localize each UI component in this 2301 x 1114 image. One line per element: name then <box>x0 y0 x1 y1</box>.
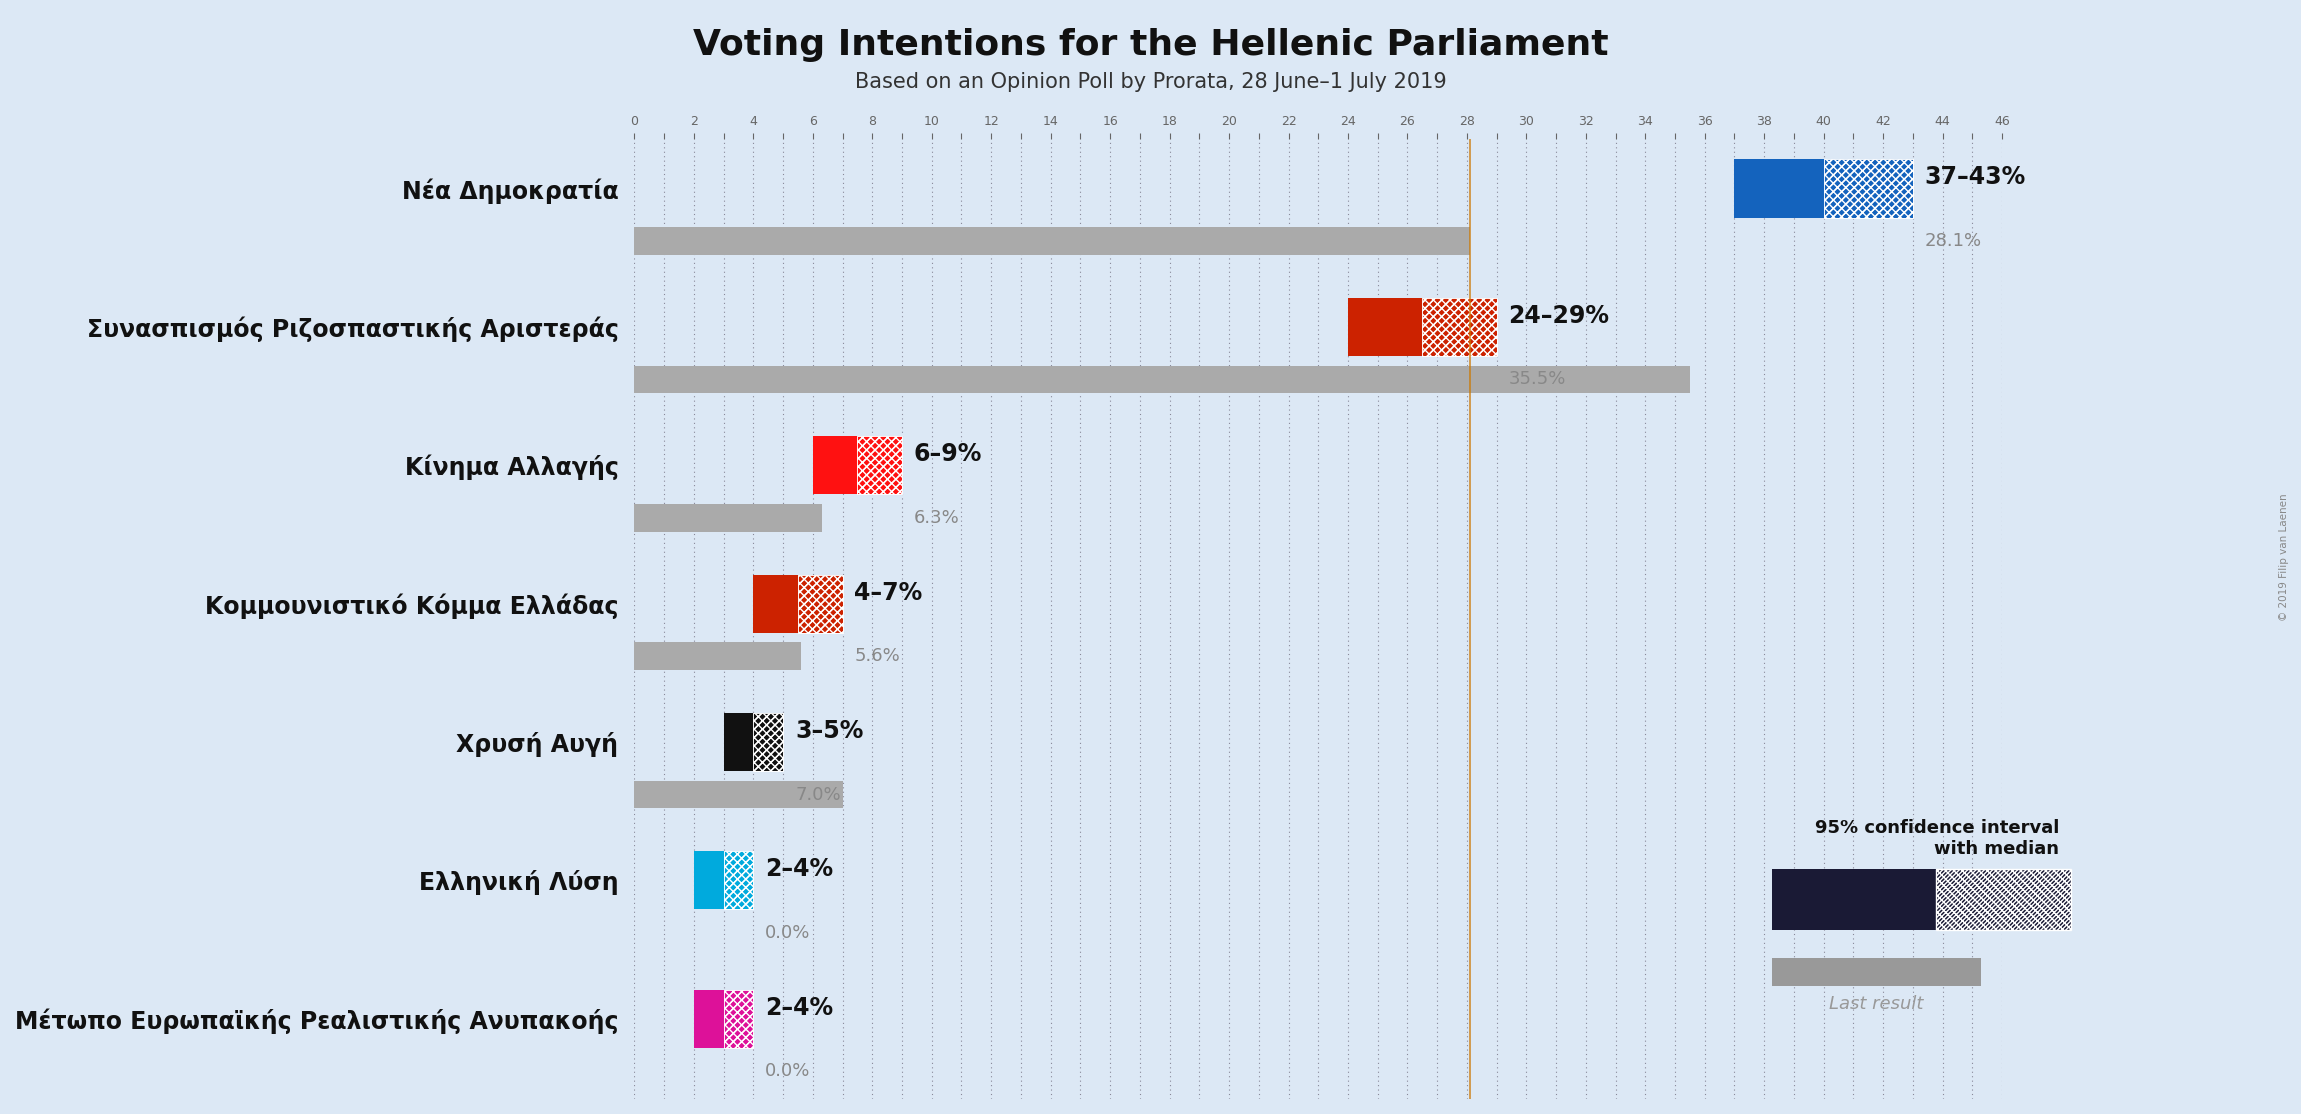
Text: 4–7%: 4–7% <box>854 580 923 605</box>
Bar <box>695 851 723 909</box>
Bar <box>1735 159 1825 217</box>
Bar <box>752 713 782 771</box>
Bar <box>1422 297 1496 356</box>
Text: Voting Intentions for the Hellenic Parliament: Voting Intentions for the Hellenic Parli… <box>693 28 1608 62</box>
Bar <box>752 713 782 771</box>
Bar <box>1348 297 1422 356</box>
Bar <box>1825 159 1912 217</box>
Bar <box>1825 159 1912 217</box>
Bar <box>1422 297 1496 356</box>
Bar <box>812 437 858 495</box>
Text: 2–4%: 2–4% <box>766 996 833 1019</box>
Bar <box>798 575 842 633</box>
Bar <box>695 989 723 1048</box>
Bar <box>723 713 752 771</box>
Bar <box>858 437 902 495</box>
Bar <box>723 851 752 909</box>
Text: © 2019 Filip van Laenen: © 2019 Filip van Laenen <box>2280 494 2289 620</box>
Bar <box>1825 159 1912 217</box>
Bar <box>858 437 902 495</box>
Bar <box>723 851 752 909</box>
Bar <box>1422 297 1496 356</box>
Text: 37–43%: 37–43% <box>1924 165 2025 189</box>
Bar <box>752 713 782 771</box>
Text: 0.0%: 0.0% <box>766 924 810 942</box>
Text: 95% confidence interval
with median: 95% confidence interval with median <box>1815 819 2059 858</box>
Bar <box>798 575 842 633</box>
Bar <box>635 365 1689 393</box>
Bar <box>752 575 798 633</box>
Text: 3–5%: 3–5% <box>796 719 863 743</box>
Bar <box>798 575 842 633</box>
Text: 6–9%: 6–9% <box>913 442 983 466</box>
Text: 6.3%: 6.3% <box>913 509 960 527</box>
Bar <box>723 851 752 909</box>
Bar <box>635 504 821 531</box>
Text: 28.1%: 28.1% <box>1924 232 1981 250</box>
Bar <box>723 989 752 1048</box>
Bar <box>723 989 752 1048</box>
Bar <box>858 437 902 495</box>
Bar <box>635 643 801 670</box>
Text: 7.0%: 7.0% <box>796 785 840 803</box>
Bar <box>723 989 752 1048</box>
Bar <box>635 781 842 809</box>
Text: 5.6%: 5.6% <box>854 647 900 665</box>
Bar <box>635 227 1470 255</box>
Text: Based on an Opinion Poll by Prorata, 28 June–1 July 2019: Based on an Opinion Poll by Prorata, 28 … <box>854 72 1447 92</box>
Text: 0.0%: 0.0% <box>766 1063 810 1081</box>
Text: Last result: Last result <box>1829 995 1924 1013</box>
Text: 35.5%: 35.5% <box>1509 371 1567 389</box>
Text: 2–4%: 2–4% <box>766 858 833 881</box>
Text: 24–29%: 24–29% <box>1509 304 1608 328</box>
